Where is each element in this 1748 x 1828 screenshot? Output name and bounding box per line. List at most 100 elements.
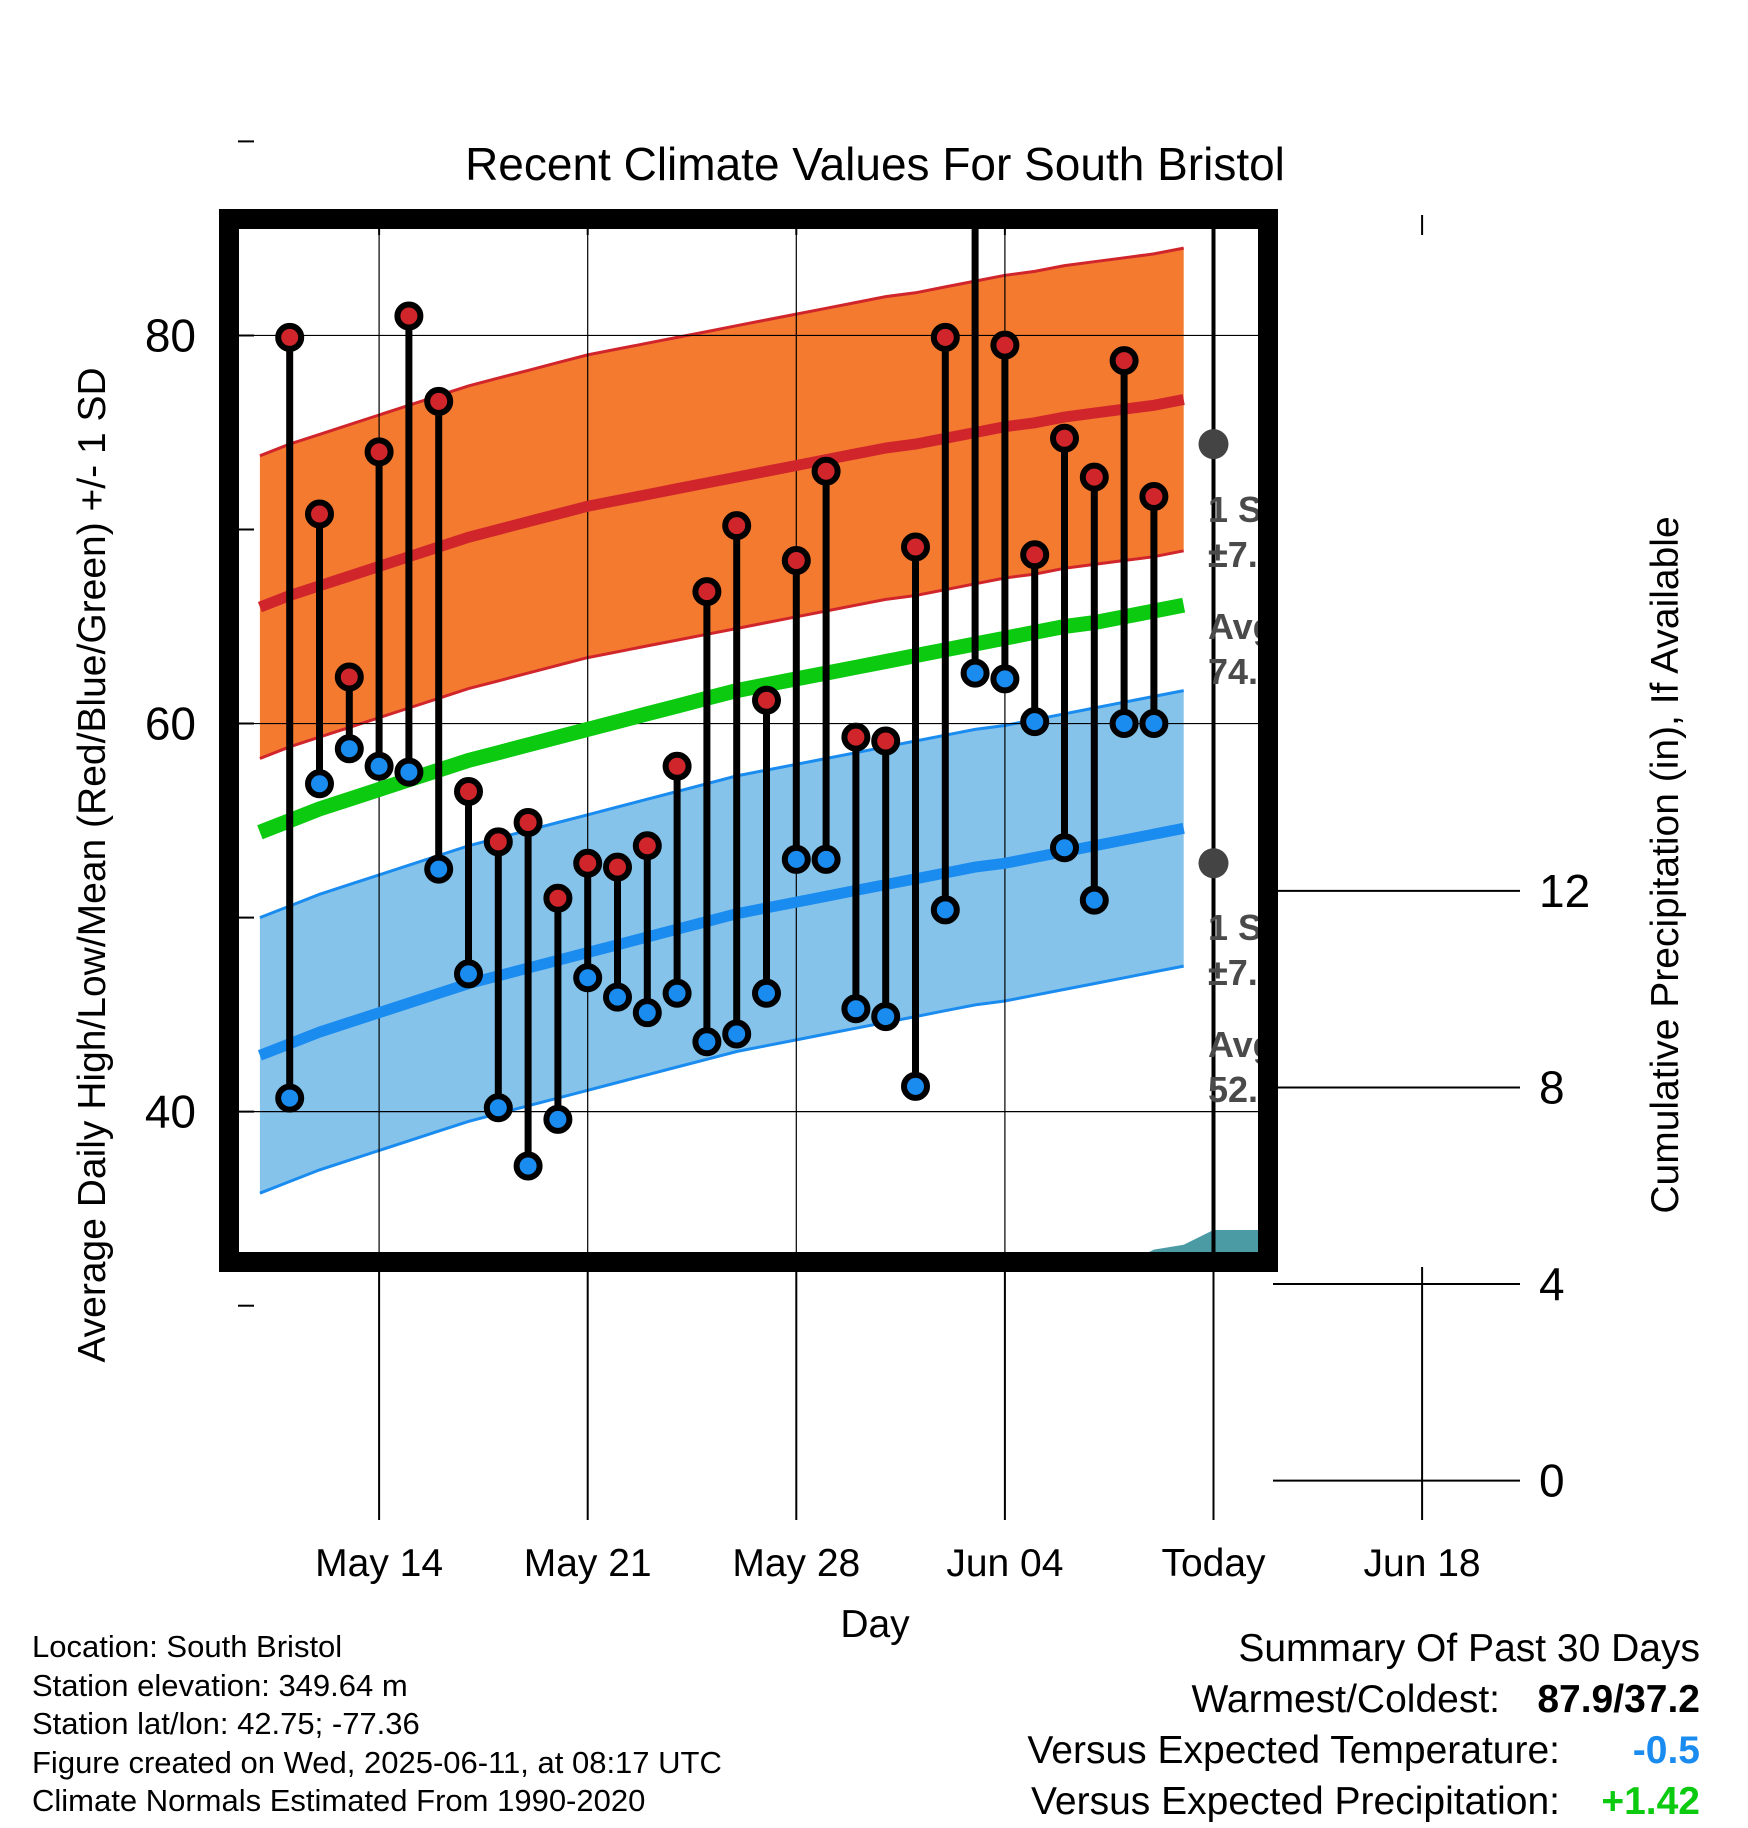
daily-high-point [334,662,364,692]
location-text: Location: South Bristol [32,1629,343,1664]
x-tick-label: Jun 18 [1364,1542,1481,1585]
daily-high-point [811,456,841,486]
today-high-avg-dot [1198,429,1229,460]
days-number-label: 30 [1226,1382,1266,1423]
daily-low-point [1050,833,1079,863]
y-axis-right-label: Cumulative Precipitation (in), If Availa… [1644,516,1687,1213]
created-text: Figure created on Wed, 2025-06-11, at 08… [32,1744,722,1780]
daily-high-point [1109,346,1139,376]
daily-high-point [1079,462,1109,492]
daily-low-point [930,895,960,925]
daily-low-point [722,1019,752,1049]
summary-warm-cold: Warmest/Coldest: 87.9/37.2 [1027,1674,1700,1725]
daily-low-point [424,854,454,884]
daily-high-point [1050,423,1079,453]
normal-high-band-upper-edge [259,246,1184,458]
daily-high-point [513,808,543,838]
temp-value: -0.5 [1632,1729,1700,1772]
high-sd-label: 1 SD: [1208,489,1300,530]
daily-low-point [871,1002,901,1032]
days-word-label: Days [1226,1426,1312,1467]
low-sd-label: 1 SD: [1208,907,1300,948]
daily-high-point [424,386,454,416]
x-tick-label: May 28 [732,1542,860,1585]
daily-high-point [752,685,781,715]
y-tick-label-right: 4 [1539,1258,1565,1310]
x-tick-label: May 21 [524,1542,652,1585]
today-low-avg-dot [1198,848,1229,879]
normal-low-line [257,822,1185,1061]
daily-high-point [305,499,334,529]
x-axis-label: Day [840,1603,910,1646]
latlon-text: Station lat/lon: 42.75; -77.36 [32,1706,420,1741]
temp-label: Versus Expected Temperature: [1027,1729,1560,1772]
daily-high-point [841,722,871,752]
daily-low-point [513,1151,543,1181]
warm-cold-value: 87.9/37.2 [1537,1678,1700,1721]
daily-low-point [1109,709,1139,739]
y-tick-label-left: 80 [145,309,196,361]
summary-title: Summary Of Past 30 Days [1238,1627,1700,1670]
station-info: Location: South Bristol Station elevatio… [32,1628,722,1821]
y-tick-label-right: 12 [1539,865,1590,917]
warm-cold-label: Warmest/Coldest: [1191,1678,1500,1721]
x-tick-label: May 14 [315,1542,443,1585]
daily-high-point [692,577,722,607]
daily-low-point [662,978,692,1008]
daily-low-point [752,978,781,1008]
daily-high-point [364,437,394,467]
daily-low-point [1020,707,1050,737]
daily-low-point [305,769,334,799]
normal-high-band-lower-edge [259,549,1184,760]
daily-low-point [781,844,811,874]
daily-high-point [454,776,483,806]
x-tick-label: Jun 04 [946,1542,1063,1585]
summary-temp: Versus Expected Temperature: -0.5 [1027,1725,1700,1776]
y-axis-left-label: Average Daily High/Low/Mean (Red/Blue/Gr… [71,367,114,1362]
daily-low-point [632,998,662,1028]
normals-text: Climate Normals Estimated From 1990-2020 [32,1783,646,1818]
daily-high-point [781,546,811,576]
daily-low-point [990,664,1020,694]
daily-high-point [722,511,752,541]
chart-title: Recent Climate Values For South Bristol [465,138,1285,190]
daily-low-point [1139,709,1169,739]
daily-high-point [573,848,603,878]
elevation-text: Station elevation: 349.64 m [32,1667,408,1703]
daily-low-point [394,757,424,787]
daily-high-point [1020,540,1050,570]
y-tick-label-left: 60 [145,698,196,750]
normal-high-line [257,394,1185,613]
daily-high-point [871,726,901,756]
y-tick-label-right: 8 [1539,1061,1565,1113]
summary-precip: Versus Expected Precipitation: +1.42 [1027,1776,1700,1827]
daily-high-point [275,322,305,352]
precip-value: +1.42 [1601,1780,1700,1823]
daily-high-point [603,852,632,882]
x-tick-label: Today [1161,1542,1266,1585]
precip-label: Versus Expected Precipitation: [1031,1780,1560,1823]
daily-high-point [930,322,960,352]
daily-low-point [1079,885,1109,915]
normal-low-band-lower-edge [259,964,1184,1195]
y-tick-label-right: 0 [1539,1455,1565,1507]
daily-high-point [662,751,692,781]
daily-low-point [454,959,483,989]
daily-high-point [990,330,1020,360]
daily-low-point [841,994,871,1024]
normal-low-band [259,690,1184,1194]
daily-high-point [1139,482,1169,512]
daily-high-point [632,831,662,861]
daily-low-point [901,1071,930,1101]
daily-high-point [543,883,573,913]
summary-panel: Summary Of Past 30 Days Warmest/Coldest:… [1027,1623,1700,1827]
daily-low-point [483,1093,513,1123]
daily-high-point [394,301,424,331]
daily-low-point [364,751,394,781]
daily-low-point [573,963,603,993]
normal-high-band [259,248,1184,759]
plot-frame [219,209,1278,1272]
daily-low-point [960,658,990,688]
daily-low-point [334,734,364,764]
